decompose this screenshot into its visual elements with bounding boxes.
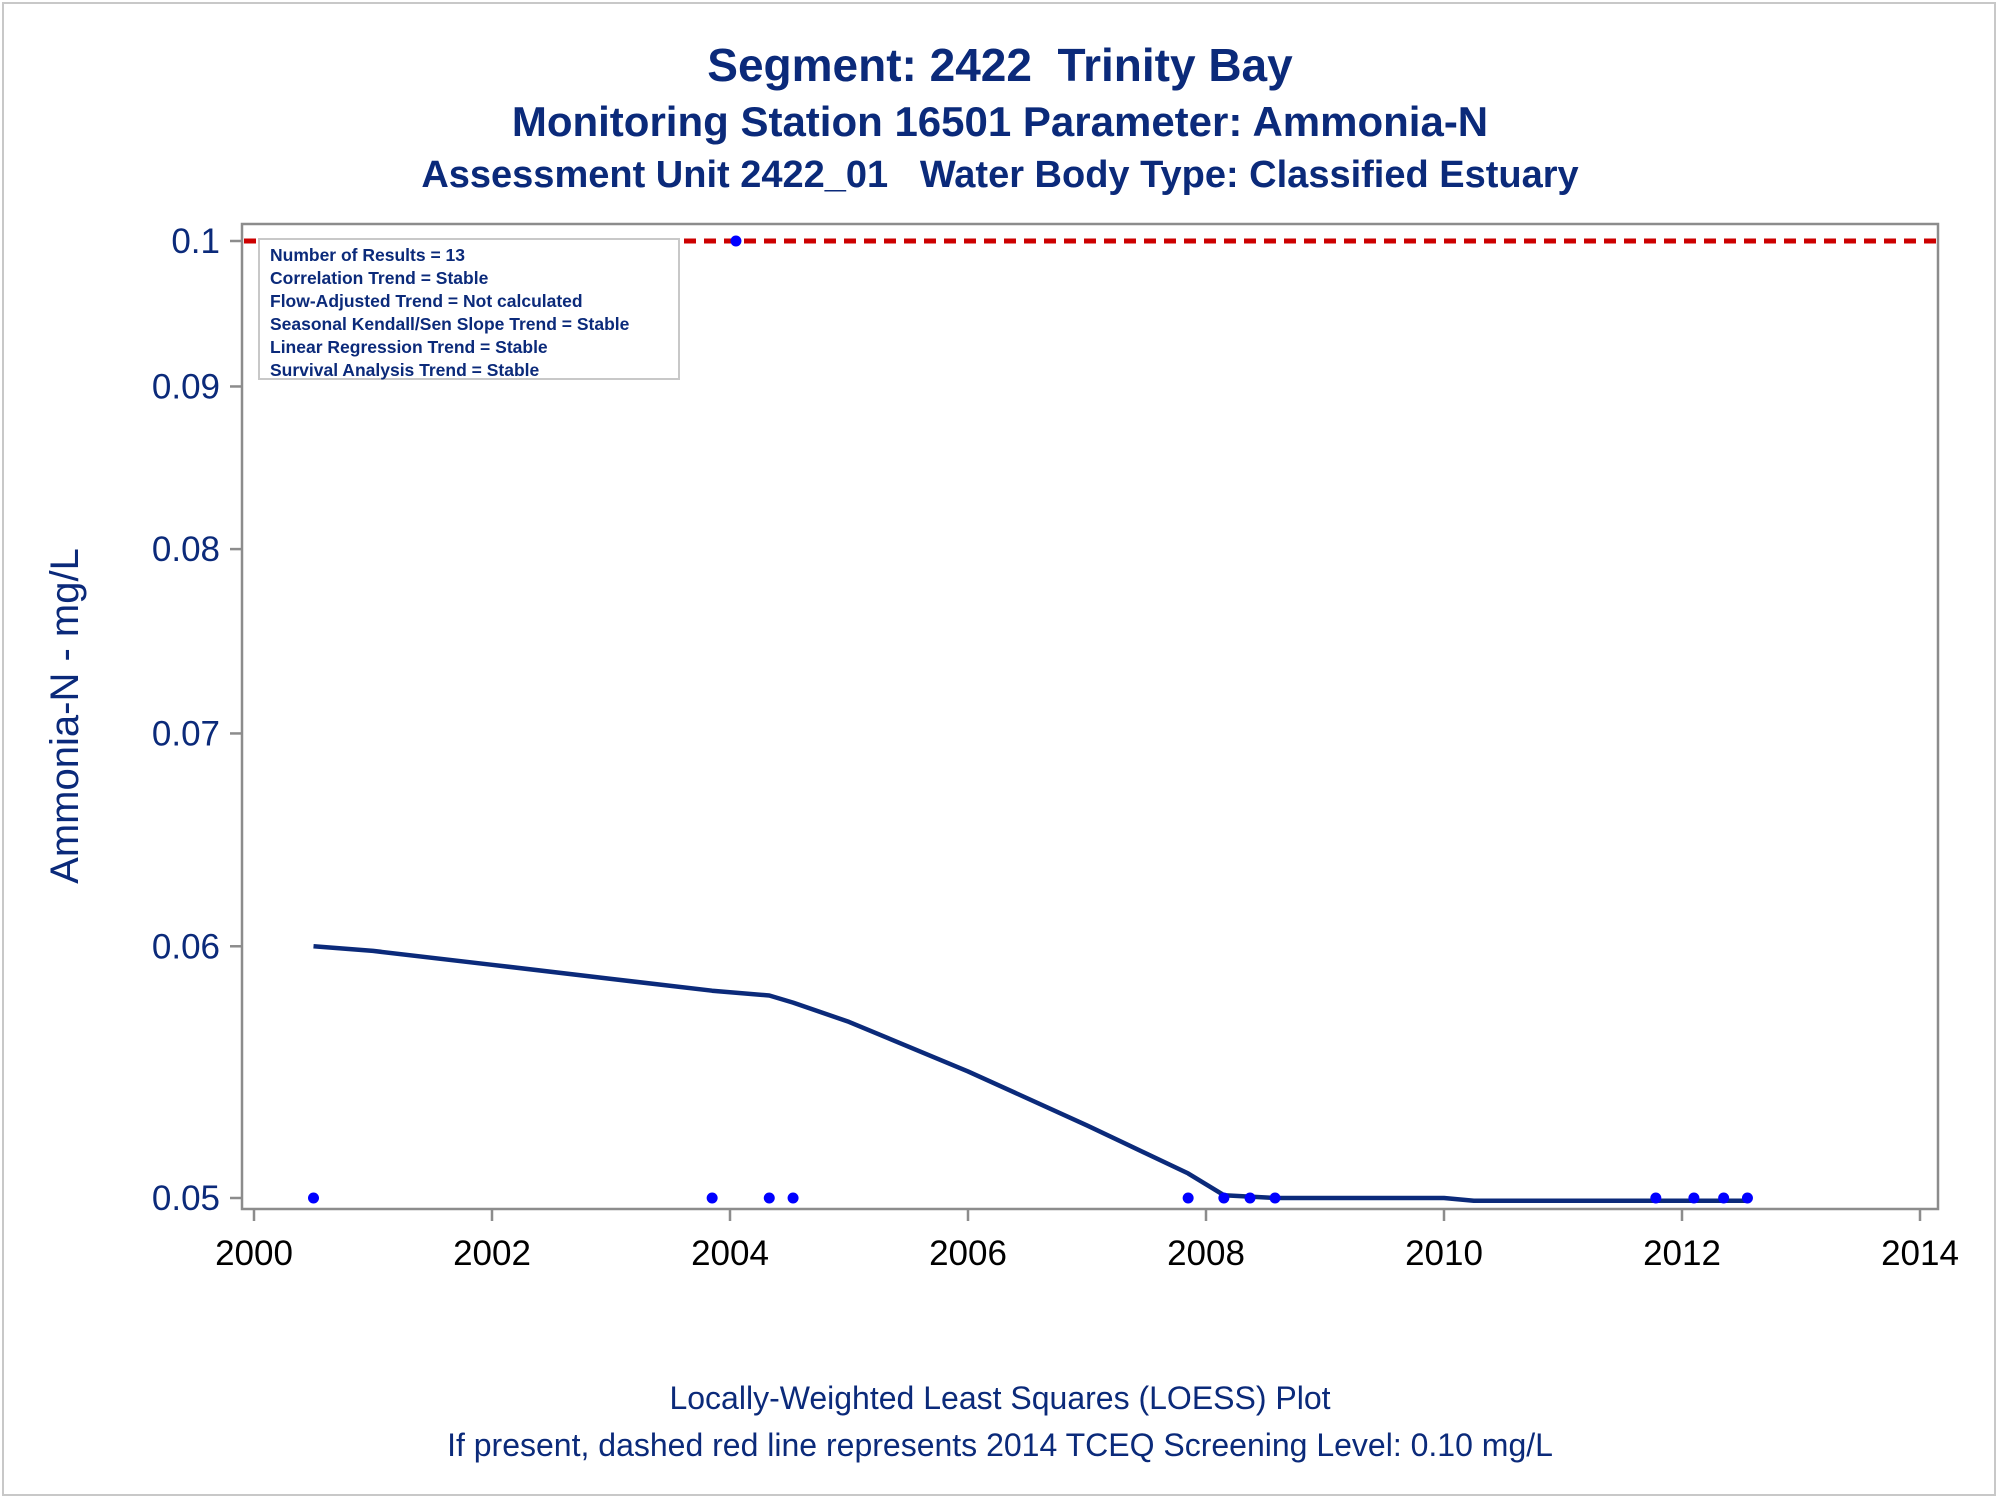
stats-line: Flow-Adjusted Trend = Not calculated [270,291,583,311]
y-axis-label: Ammonia-N - mg/L [43,548,87,884]
x-tick-label: 2006 [929,1234,1007,1273]
chart-title: Segment: 2422 Trinity Bay [707,39,1293,91]
stats-line: Number of Results = 13 [270,245,465,265]
data-point [1741,1192,1753,1204]
chart-subtitle: Monitoring Station 16501 Parameter: Ammo… [511,98,1489,145]
stats-line: Survival Analysis Trend = Stable [270,360,540,380]
x-tick-label: 2012 [1643,1234,1721,1273]
stats-box: Number of Results = 13 Correlation Trend… [258,238,680,380]
data-point [730,235,742,247]
footnote-plot-type: Locally-Weighted Least Squares (LOESS) P… [669,1380,1331,1416]
chart-subtitle-2: Assessment Unit 2422_01 Water Body Type:… [421,154,1579,196]
plot-border [240,222,1940,1211]
data-point [1218,1192,1230,1204]
y-tick-label: 0.05 [152,1179,220,1218]
footnote-screening-level: If present, dashed red line represents 2… [447,1427,1553,1463]
x-tick-label: 2002 [453,1234,531,1273]
x-tick-label: 2004 [691,1234,769,1273]
data-point [763,1192,775,1204]
y-tick-label: 0.08 [152,530,220,569]
y-tick-label: 0.06 [152,927,220,966]
data-point [1718,1192,1730,1204]
stats-line: Seasonal Kendall/Sen Slope Trend = Stabl… [270,314,630,334]
stats-line: Linear Regression Trend = Stable [270,337,548,357]
data-point [706,1192,718,1204]
data-point [787,1192,799,1204]
y-tick-label: 0.07 [152,714,220,753]
data-point [1182,1192,1194,1204]
x-tick-label: 2000 [215,1234,293,1273]
data-point [1269,1192,1281,1204]
loess-curve [313,944,1748,1204]
data-point [1244,1192,1256,1204]
y-tick-label: 0.09 [152,367,220,406]
data-point [308,1192,319,1204]
data-point [1688,1192,1700,1204]
x-tick-label: 2010 [1405,1234,1483,1273]
x-tick-label: 2014 [1881,1234,1959,1273]
x-tick-label: 2008 [1167,1234,1245,1273]
stats-line: Correlation Trend = Stable [270,268,489,288]
y-tick-label: 0.1 [171,222,220,261]
data-point [1650,1192,1662,1204]
